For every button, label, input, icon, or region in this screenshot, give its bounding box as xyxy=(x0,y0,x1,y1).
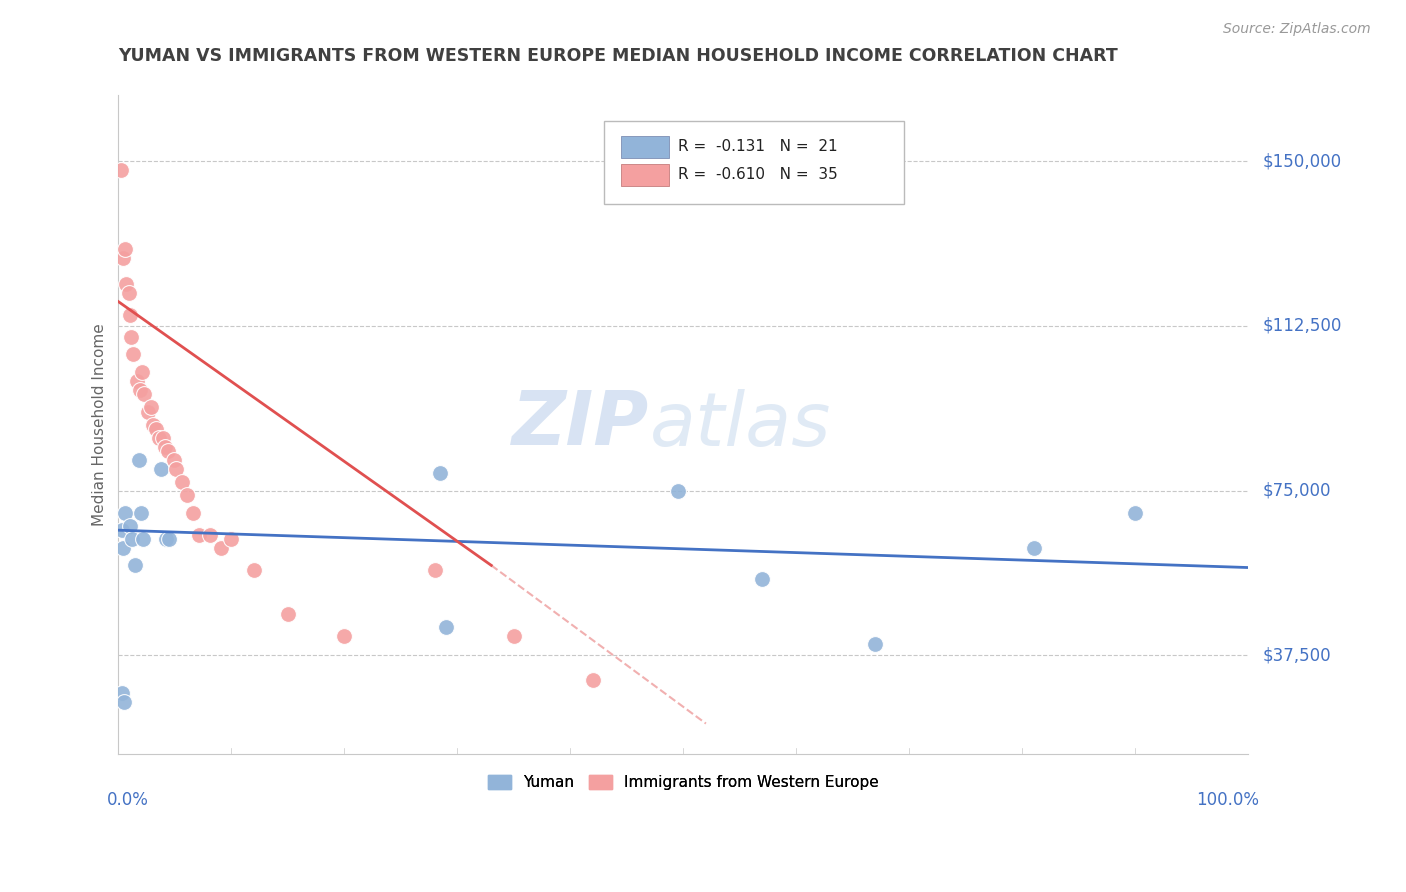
Point xyxy=(865,637,887,651)
Text: atlas: atlas xyxy=(650,389,831,461)
Point xyxy=(1022,541,1045,555)
FancyBboxPatch shape xyxy=(621,164,669,186)
Point xyxy=(176,488,198,502)
Point xyxy=(128,453,150,467)
Point xyxy=(118,308,141,322)
FancyBboxPatch shape xyxy=(621,136,669,159)
Point xyxy=(198,527,221,541)
Point xyxy=(666,483,689,498)
Point xyxy=(157,532,180,546)
Point xyxy=(153,440,176,454)
Point xyxy=(125,374,148,388)
Text: 0.0%: 0.0% xyxy=(107,790,149,808)
Point xyxy=(155,532,177,546)
Point xyxy=(118,518,141,533)
Point xyxy=(115,277,138,291)
Point xyxy=(111,541,134,555)
Text: R =  -0.610   N =  35: R = -0.610 N = 35 xyxy=(678,167,838,182)
Point xyxy=(157,444,180,458)
Point xyxy=(121,532,143,546)
Point xyxy=(277,607,299,621)
Point xyxy=(117,285,139,300)
Point xyxy=(150,461,173,475)
Text: $112,500: $112,500 xyxy=(1263,317,1343,334)
Text: R =  -0.131   N =  21: R = -0.131 N = 21 xyxy=(678,139,838,154)
Point xyxy=(221,532,243,546)
Text: $150,000: $150,000 xyxy=(1263,152,1343,170)
Point xyxy=(333,629,356,643)
Point xyxy=(136,404,159,418)
Point xyxy=(141,400,163,414)
Point xyxy=(111,686,134,700)
Point xyxy=(502,629,524,643)
Point xyxy=(110,162,132,177)
Y-axis label: Median Household Income: Median Household Income xyxy=(93,324,107,526)
Text: $75,000: $75,000 xyxy=(1263,482,1331,500)
Point xyxy=(148,431,170,445)
FancyBboxPatch shape xyxy=(605,121,904,204)
Point xyxy=(1123,506,1146,520)
Point xyxy=(129,506,152,520)
Point xyxy=(209,541,232,555)
Text: ZIP: ZIP xyxy=(512,388,650,461)
Legend: Yuman, Immigrants from Western Europe: Yuman, Immigrants from Western Europe xyxy=(482,769,886,797)
Text: YUMAN VS IMMIGRANTS FROM WESTERN EUROPE MEDIAN HOUSEHOLD INCOME CORRELATION CHAR: YUMAN VS IMMIGRANTS FROM WESTERN EUROPE … xyxy=(118,47,1118,65)
Text: 100.0%: 100.0% xyxy=(1197,790,1260,808)
Point xyxy=(181,506,204,520)
Point xyxy=(120,330,142,344)
Point xyxy=(243,563,266,577)
Point xyxy=(114,506,136,520)
Point xyxy=(142,417,165,432)
Point xyxy=(122,347,145,361)
Point xyxy=(423,563,446,577)
Text: Source: ZipAtlas.com: Source: ZipAtlas.com xyxy=(1223,22,1371,37)
Point xyxy=(111,523,134,537)
Point xyxy=(152,431,174,445)
Point xyxy=(112,695,135,709)
Point xyxy=(124,558,146,573)
Point xyxy=(751,572,773,586)
Point xyxy=(434,620,457,634)
Point xyxy=(187,527,209,541)
Point xyxy=(129,383,152,397)
Point xyxy=(131,365,153,379)
Point xyxy=(582,673,605,687)
Point xyxy=(429,466,451,480)
Point xyxy=(114,242,136,256)
Point xyxy=(165,461,187,475)
Point xyxy=(145,422,167,436)
Text: $37,500: $37,500 xyxy=(1263,647,1331,665)
Point xyxy=(134,387,156,401)
Point xyxy=(132,532,155,546)
Point xyxy=(163,453,186,467)
Point xyxy=(111,251,134,265)
Point xyxy=(170,475,193,489)
